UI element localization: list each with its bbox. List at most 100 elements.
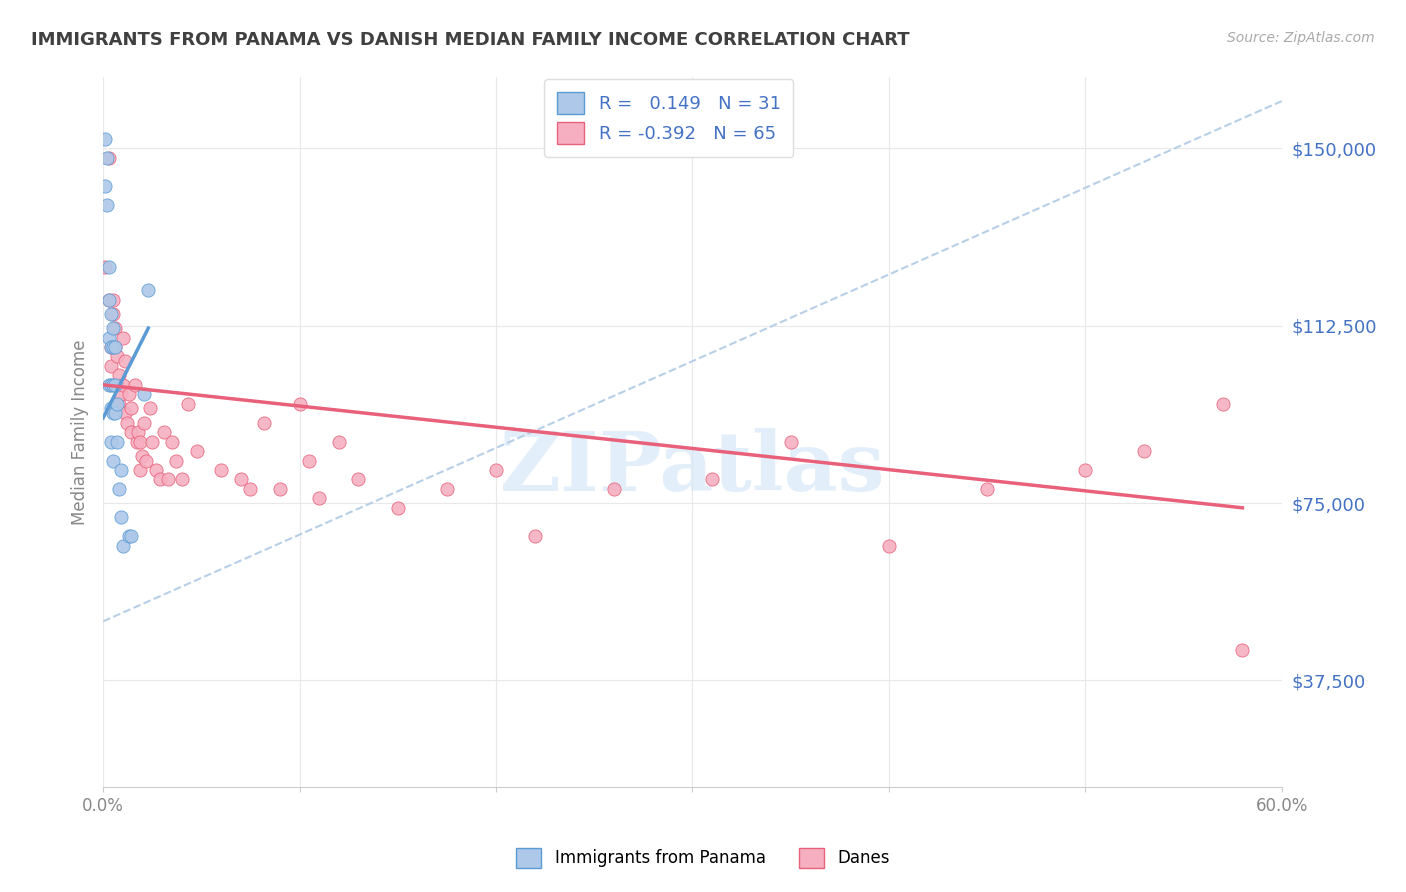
Point <box>229 472 252 486</box>
Point <box>485 463 508 477</box>
Text: Source: ZipAtlas.com: Source: ZipAtlas.com <box>1227 31 1375 45</box>
Point <box>110 510 132 524</box>
Point <box>165 453 187 467</box>
Point <box>105 397 128 411</box>
Point <box>114 406 136 420</box>
Point <box>98 377 121 392</box>
Point <box>108 368 131 383</box>
Point <box>1133 444 1156 458</box>
Point <box>100 401 122 416</box>
Point <box>170 472 193 486</box>
Point <box>160 434 183 449</box>
Point <box>134 387 156 401</box>
Point <box>120 401 142 416</box>
Point <box>98 293 121 307</box>
Point <box>114 354 136 368</box>
Point <box>108 482 131 496</box>
Point <box>253 416 276 430</box>
Point <box>387 500 409 515</box>
Point <box>298 453 321 467</box>
Point <box>135 453 157 467</box>
Point <box>104 340 127 354</box>
Point <box>1212 397 1234 411</box>
Point <box>96 198 118 212</box>
Point <box>111 330 134 344</box>
Point <box>98 330 121 344</box>
Point <box>94 260 117 274</box>
Point <box>603 482 626 496</box>
Point <box>141 434 163 449</box>
Point <box>149 472 172 486</box>
Point <box>104 340 127 354</box>
Point <box>269 482 291 496</box>
Point <box>100 340 122 354</box>
Point <box>98 260 121 274</box>
Point <box>96 151 118 165</box>
Legend: R =   0.149   N = 31, R = -0.392   N = 65: R = 0.149 N = 31, R = -0.392 N = 65 <box>544 79 793 157</box>
Point <box>101 340 124 354</box>
Point <box>118 529 141 543</box>
Y-axis label: Median Family Income: Median Family Income <box>72 339 89 524</box>
Point <box>104 377 127 392</box>
Point <box>98 293 121 307</box>
Point <box>125 434 148 449</box>
Point <box>110 387 132 401</box>
Point <box>436 482 458 496</box>
Point <box>105 401 128 416</box>
Point <box>156 472 179 486</box>
Text: IMMIGRANTS FROM PANAMA VS DANISH MEDIAN FAMILY INCOME CORRELATION CHART: IMMIGRANTS FROM PANAMA VS DANISH MEDIAN … <box>31 31 910 49</box>
Point <box>111 539 134 553</box>
Text: ZIPatlas: ZIPatlas <box>499 427 886 508</box>
Point <box>100 359 122 373</box>
Point <box>108 397 131 411</box>
Point <box>101 406 124 420</box>
Point <box>105 350 128 364</box>
Point <box>111 377 134 392</box>
Point <box>288 397 311 411</box>
Point <box>100 377 122 392</box>
Point <box>127 425 149 439</box>
Point <box>101 307 124 321</box>
Point <box>110 463 132 477</box>
Point <box>877 539 900 553</box>
Point <box>524 529 547 543</box>
Point <box>153 425 176 439</box>
Point <box>209 463 232 477</box>
Legend: Immigrants from Panama, Danes: Immigrants from Panama, Danes <box>509 841 897 875</box>
Point <box>239 482 262 496</box>
Point <box>129 434 152 449</box>
Point <box>94 132 117 146</box>
Point <box>124 377 146 392</box>
Point <box>129 463 152 477</box>
Point <box>131 449 153 463</box>
Point <box>1232 642 1254 657</box>
Point <box>134 416 156 430</box>
Point <box>976 482 998 496</box>
Point <box>1074 463 1097 477</box>
Point <box>94 179 117 194</box>
Point <box>120 425 142 439</box>
Point <box>120 529 142 543</box>
Point <box>100 340 122 354</box>
Point <box>115 416 138 430</box>
Point <box>186 444 208 458</box>
Point <box>105 434 128 449</box>
Point <box>101 293 124 307</box>
Point <box>101 377 124 392</box>
Point <box>308 491 330 506</box>
Point <box>328 434 350 449</box>
Point <box>100 434 122 449</box>
Point <box>101 453 124 467</box>
Point <box>100 307 122 321</box>
Point <box>700 472 723 486</box>
Point <box>101 321 124 335</box>
Point <box>104 321 127 335</box>
Point <box>145 463 167 477</box>
Point <box>136 283 159 297</box>
Point <box>105 377 128 392</box>
Point <box>139 401 162 416</box>
Point <box>176 397 198 411</box>
Point <box>779 434 801 449</box>
Point <box>347 472 370 486</box>
Point <box>98 151 121 165</box>
